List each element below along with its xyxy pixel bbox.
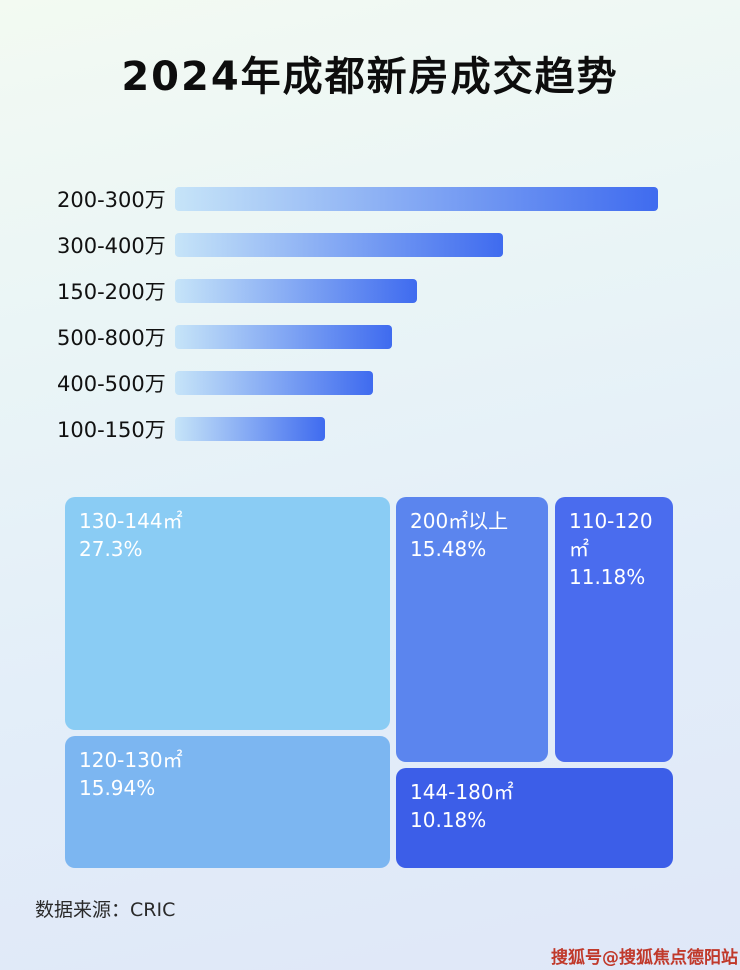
page-title: 2024年成都新房成交趋势 — [121, 54, 619, 100]
block-label: 110-120㎡ — [569, 509, 653, 561]
block-value: 10.18% — [410, 808, 487, 832]
treemap-block: 130-144㎡ 27.3% — [65, 497, 390, 730]
block-label: 120-130㎡ — [79, 748, 183, 772]
bar-track — [175, 233, 658, 257]
bar — [175, 233, 504, 257]
watermark: 搜狐号@搜狐焦点德阳站 — [551, 948, 738, 968]
bar — [175, 279, 417, 303]
bar-category-label: 300-400万 — [57, 234, 166, 258]
bar — [175, 187, 658, 211]
bar-category-label: 150-200万 — [57, 280, 166, 304]
treemap-block: 200㎡以上 15.48% — [396, 497, 548, 762]
area-size-treemap: 130-144㎡ 27.3% 120-130㎡ 15.94% 200㎡以上 15… — [65, 497, 673, 868]
bar-track — [175, 279, 658, 303]
block-value: 27.3% — [79, 537, 143, 561]
bar — [175, 371, 374, 395]
bar-row: 400-500万 — [57, 370, 687, 396]
block-label: 200㎡以上 — [410, 509, 509, 533]
block-value: 15.48% — [410, 537, 487, 561]
bar-category-label: 500-800万 — [57, 326, 166, 350]
bar — [175, 325, 393, 349]
block-value: 11.18% — [569, 565, 646, 589]
treemap-block: 144-180㎡ 10.18% — [396, 768, 673, 868]
bar-row: 500-800万 — [57, 324, 687, 350]
bar-track — [175, 325, 658, 349]
data-source-label: 数据来源：CRIC — [35, 899, 176, 921]
block-value: 15.94% — [79, 776, 156, 800]
bar-row: 200-300万 — [57, 186, 687, 212]
bar-track — [175, 417, 658, 441]
bar-category-label: 400-500万 — [57, 372, 166, 396]
bar-row: 300-400万 — [57, 232, 687, 258]
treemap-block: 120-130㎡ 15.94% — [65, 736, 390, 868]
block-label: 144-180㎡ — [410, 780, 514, 804]
bar-row: 100-150万 — [57, 416, 687, 442]
bar-track — [175, 371, 658, 395]
bar-row: 150-200万 — [57, 278, 687, 304]
treemap-block: 110-120㎡ 11.18% — [555, 497, 673, 762]
block-label: 130-144㎡ — [79, 509, 183, 533]
bar — [175, 417, 325, 441]
bar-category-label: 200-300万 — [57, 188, 166, 212]
bar-track — [175, 187, 658, 211]
price-range-bar-chart: 200-300万 300-400万 150-200万 500-800万 400- — [57, 186, 687, 462]
bar-category-label: 100-150万 — [57, 418, 166, 442]
